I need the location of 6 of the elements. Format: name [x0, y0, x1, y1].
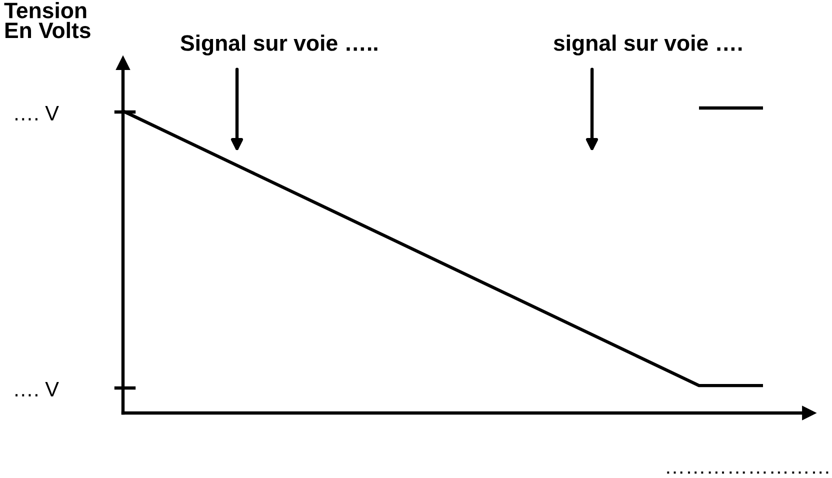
text: …. V [16, 106, 59, 120]
x-axis-title: …………………… [667, 471, 828, 474]
text: …. V [16, 382, 59, 396]
y-axis-title: Tension En Volts [4, 2, 90, 38]
text: Signal sur voie ….. [180, 34, 378, 56]
text: signal sur voie …. [554, 34, 742, 56]
